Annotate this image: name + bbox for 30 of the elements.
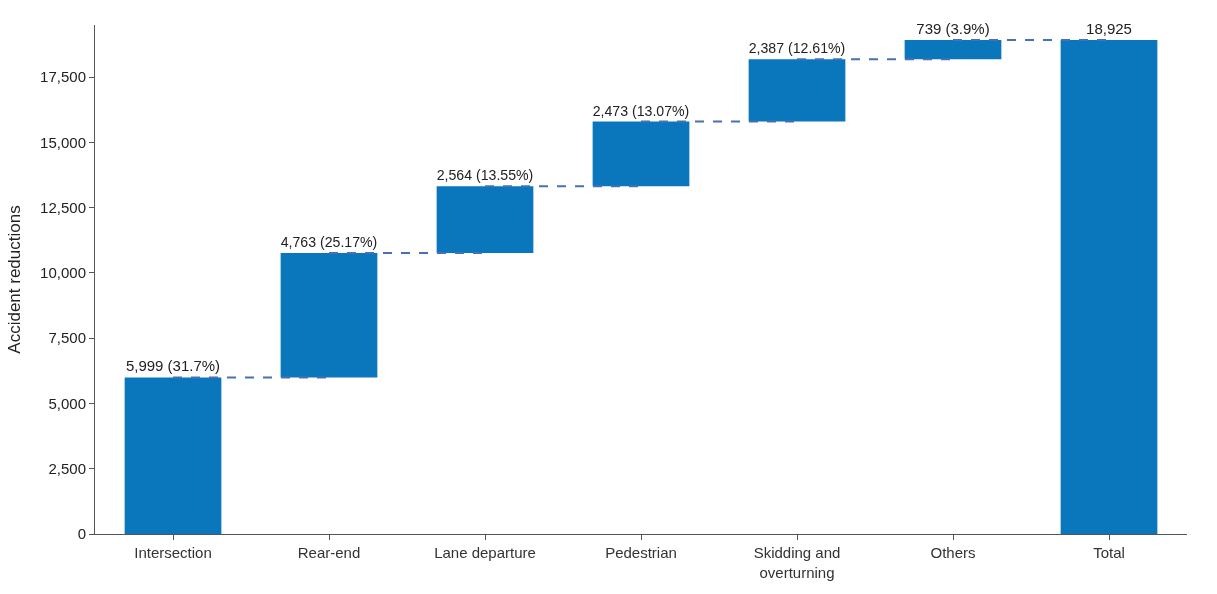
bar xyxy=(1060,40,1158,534)
x-tick-label: Others xyxy=(930,544,976,561)
x-tick-label: Skidding and overturning xyxy=(753,544,841,581)
y-axis-title: Accident reductions xyxy=(4,205,24,354)
x-tick-label: Total xyxy=(1093,544,1125,561)
x-tick-label: Rear-end xyxy=(297,544,361,561)
bar xyxy=(436,186,534,254)
y-tick-label: 17,500 xyxy=(40,68,86,86)
bar xyxy=(748,59,846,122)
y-tick-label: 0 xyxy=(77,525,86,543)
data-label: 2,387 (12.61%) xyxy=(748,40,846,57)
y-tick-label: 7,500 xyxy=(48,329,86,347)
y-tick-label: 10,000 xyxy=(40,264,86,282)
data-label: 4,763 (25.17%) xyxy=(280,234,378,251)
bar xyxy=(904,40,1002,60)
y-tick-label: 12,500 xyxy=(40,198,86,216)
data-label: 18,925 xyxy=(1086,20,1132,38)
x-tick-label: Pedestrian xyxy=(605,544,677,561)
y-tick-label: 15,000 xyxy=(40,133,86,151)
bar xyxy=(124,377,222,534)
data-label: 2,564 (13.55%) xyxy=(436,167,534,184)
y-tick-label: 2,500 xyxy=(48,459,86,477)
data-label: 2,473 (13.07%) xyxy=(592,102,690,119)
bar xyxy=(280,253,378,378)
x-tick-label: Intersection xyxy=(134,544,212,561)
bar xyxy=(592,121,690,187)
data-label: 739 (3.9%) xyxy=(916,20,990,38)
y-tick-label: 5,000 xyxy=(48,394,86,412)
data-label: 5,999 (31.7%) xyxy=(125,357,221,375)
x-tick-label: Lane departure xyxy=(434,544,536,561)
